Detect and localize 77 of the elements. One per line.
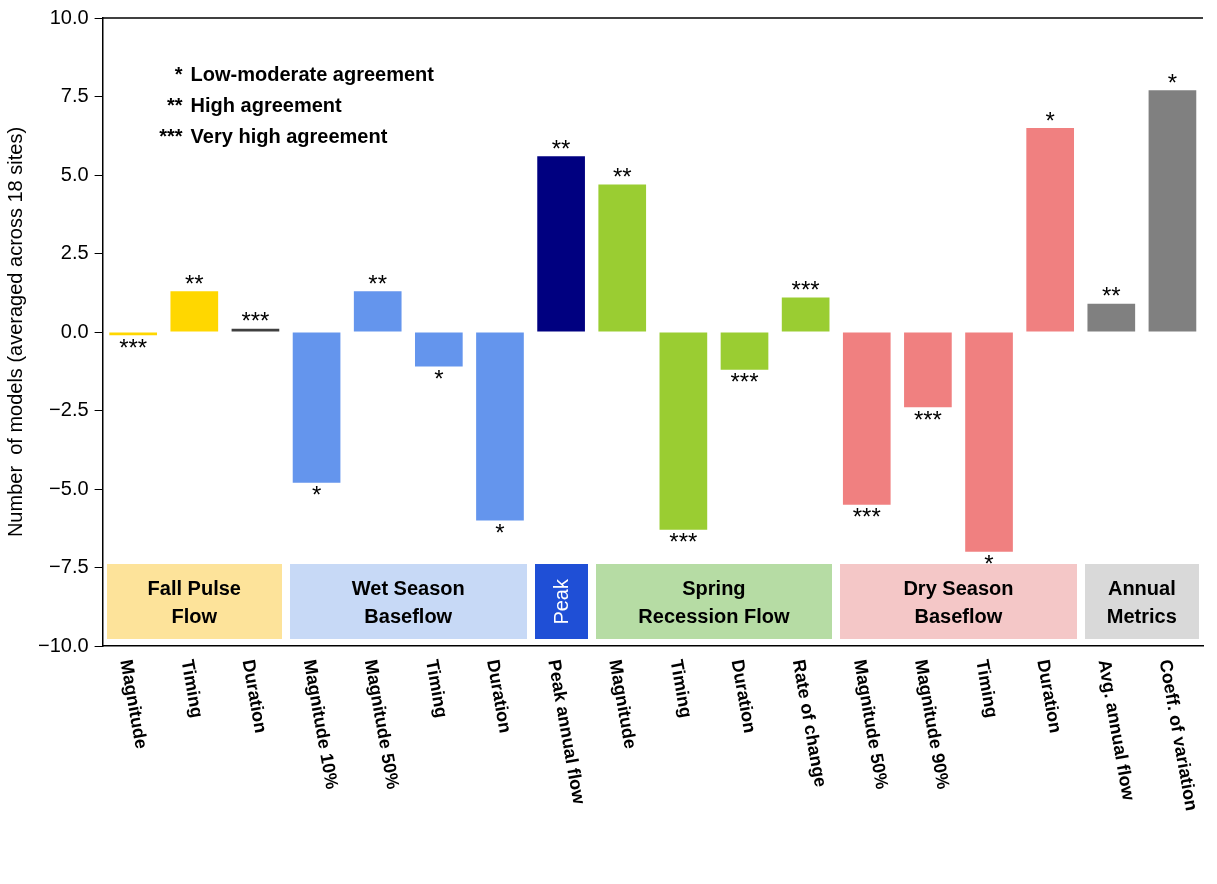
data-label: *** bbox=[791, 276, 820, 304]
x-tick-label: Duration bbox=[727, 658, 761, 735]
annotation: Wet Season Baseflow bbox=[351, 575, 465, 629]
x-tick-label: Peak annual flow bbox=[544, 658, 590, 807]
y-tick-label: 10.0 bbox=[49, 5, 89, 28]
y-tick-label: −7.5 bbox=[49, 555, 89, 578]
x-tick-label: Magnitude 90% bbox=[911, 658, 954, 791]
group-label-box: Spring Recession Flow bbox=[595, 564, 833, 639]
data-label: *** bbox=[730, 368, 759, 396]
data-label: *** bbox=[241, 307, 270, 335]
bar bbox=[292, 332, 341, 483]
group-label-box: Dry Season Baseflow bbox=[840, 564, 1077, 639]
data-label: ** bbox=[368, 269, 388, 297]
data-label: * bbox=[311, 481, 322, 509]
data-label: ** bbox=[184, 269, 204, 297]
x-tick-label: Magnitude bbox=[116, 658, 152, 751]
group-label-box: Fall Pulse Flow bbox=[106, 564, 282, 639]
annotation: Dry Season Baseflow bbox=[903, 575, 1014, 629]
group-label-box: Wet Season Baseflow bbox=[290, 564, 527, 639]
data-label: *** bbox=[669, 528, 698, 556]
y-tick-label: −5.0 bbox=[49, 476, 89, 499]
data-label: *** bbox=[913, 405, 942, 433]
annotation: Spring Recession Flow bbox=[638, 575, 790, 629]
bar bbox=[842, 332, 891, 505]
bar bbox=[781, 297, 830, 332]
x-tick-label: Magnitude 50% bbox=[849, 658, 893, 791]
bar bbox=[720, 332, 769, 370]
bar bbox=[965, 332, 1013, 552]
data-label: * bbox=[434, 365, 444, 393]
x-tick-label: Rate of change bbox=[788, 658, 831, 789]
group-label-box: Annual Metrics bbox=[1084, 564, 1199, 639]
annotation: ** High agreement bbox=[167, 93, 343, 116]
x-tick-label: Timing bbox=[666, 658, 697, 720]
y-tick-label: 7.5 bbox=[60, 84, 89, 107]
bar bbox=[904, 332, 952, 408]
data-label: * bbox=[1045, 106, 1055, 134]
y-tick-label: −10.0 bbox=[38, 633, 89, 656]
data-label: * bbox=[1167, 68, 1178, 96]
y-tick-label: 5.0 bbox=[60, 162, 89, 185]
x-tick-label: Duration bbox=[483, 658, 516, 735]
bar bbox=[415, 332, 463, 367]
x-tick-label: Coeff. of variation bbox=[1155, 658, 1202, 813]
annotation: * Low-moderate agreement bbox=[174, 62, 435, 85]
x-tick-label: Timing bbox=[177, 658, 208, 720]
y-tick-label: −2.5 bbox=[49, 398, 89, 421]
x-tick-label: Avg. annual flow bbox=[1094, 658, 1140, 803]
annotation: *** Very high agreement bbox=[159, 124, 388, 147]
bar bbox=[1087, 303, 1136, 332]
x-tick-label: Duration bbox=[238, 658, 272, 735]
data-label: ** bbox=[551, 134, 571, 162]
x-tick-label: Magnitude 10% bbox=[299, 658, 343, 791]
y-tick-label: 0.0 bbox=[60, 319, 89, 342]
group-label-box: Peak bbox=[534, 564, 588, 639]
data-label: * bbox=[495, 519, 505, 547]
bar bbox=[1026, 127, 1075, 332]
annotation: Peak bbox=[549, 578, 574, 625]
bar bbox=[170, 291, 219, 332]
data-label: ** bbox=[1101, 282, 1121, 310]
bar bbox=[476, 332, 524, 521]
data-label: *** bbox=[852, 503, 881, 531]
x-tick-label: Magnitude bbox=[605, 658, 641, 751]
x-tick-label: Timing bbox=[422, 658, 452, 720]
bar bbox=[537, 156, 585, 332]
annotation: Annual Metrics bbox=[1106, 575, 1177, 629]
bar bbox=[659, 332, 708, 530]
x-tick-label: Duration bbox=[1033, 658, 1066, 735]
bar bbox=[353, 291, 402, 332]
annotation: Fall Pulse Flow bbox=[147, 575, 241, 629]
data-label: ** bbox=[612, 163, 632, 191]
data-label: *** bbox=[119, 333, 148, 361]
bar bbox=[1148, 90, 1197, 332]
y-tick-label: 2.5 bbox=[60, 241, 89, 264]
y-axis-title: Number of models (averaged across 18 sites) bbox=[3, 126, 26, 538]
x-tick-label: Timing bbox=[972, 658, 1003, 720]
bar bbox=[231, 328, 280, 332]
bar bbox=[598, 184, 647, 332]
x-tick-label: Magnitude 50% bbox=[360, 658, 404, 791]
